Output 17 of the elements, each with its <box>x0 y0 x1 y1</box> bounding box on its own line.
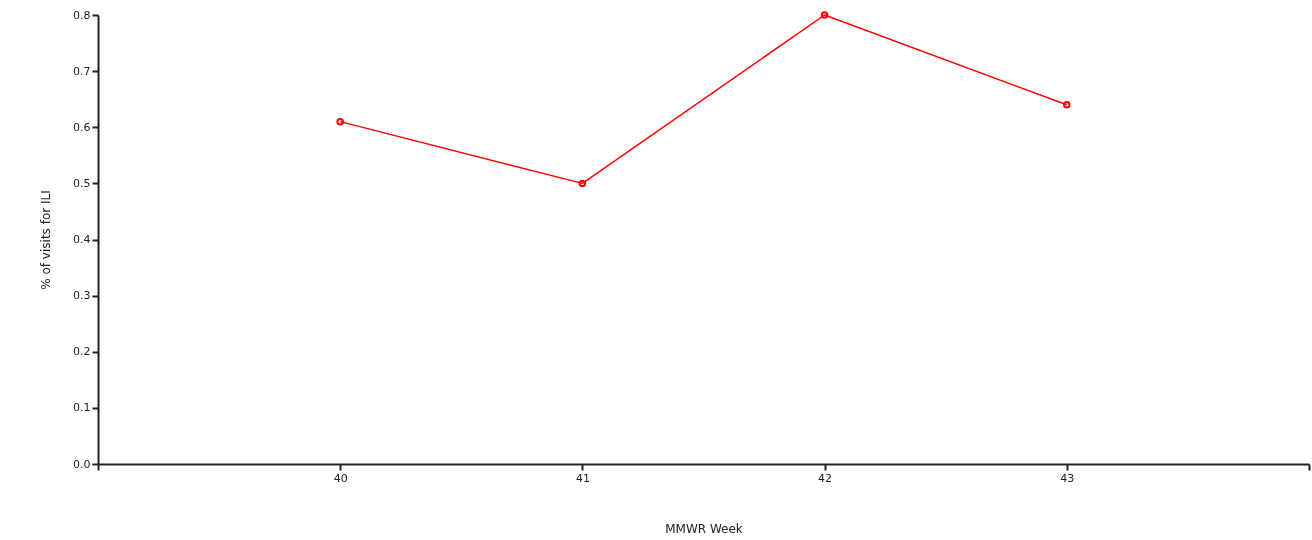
y-tick-label: 0.6 <box>73 120 91 134</box>
y-tick-label: 0.7 <box>73 64 91 78</box>
y-tick-label: 0.3 <box>73 289 91 303</box>
y-tick-label: 0.8 <box>73 8 91 22</box>
y-tick-label: 0.0 <box>73 457 91 471</box>
y-tick-label: 0.1 <box>73 401 91 415</box>
x-tick-label: 43 <box>1060 471 1075 485</box>
y-tick-label: 0.4 <box>73 233 91 246</box>
point <box>578 179 587 188</box>
point <box>820 11 829 19</box>
x-tick-label: 41 <box>575 471 590 485</box>
x-axis-title: MMWR Week <box>665 521 743 536</box>
y-tick-label: 0.5 <box>73 176 91 190</box>
y-axis-title: % of visits for ILI <box>39 190 54 290</box>
x-tick-label: 42 <box>818 471 833 485</box>
y-tick-label: 0.2 <box>73 345 91 359</box>
x-tick-label: 40 <box>333 471 348 485</box>
